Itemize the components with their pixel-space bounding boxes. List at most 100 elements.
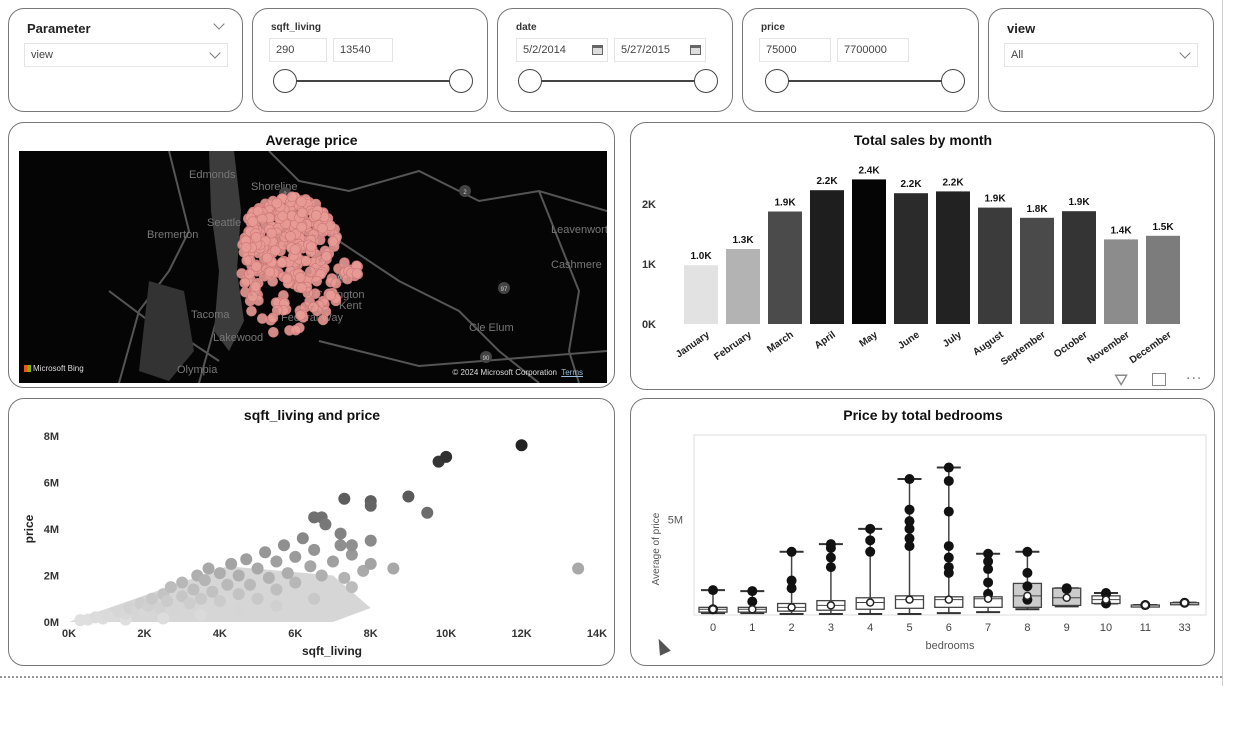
x-tick-label: December <box>1128 329 1174 366</box>
price-slider-track[interactable] <box>777 80 953 82</box>
data-label: 1.9K <box>1068 197 1090 208</box>
scatter-point <box>334 527 347 540</box>
scatter-point <box>308 592 321 605</box>
outlier-point <box>904 533 915 544</box>
bar-june <box>894 193 928 324</box>
scatter-point <box>270 583 283 596</box>
scatter-point <box>251 592 264 605</box>
calendar-icon[interactable] <box>690 45 701 55</box>
scatter-point <box>338 571 351 584</box>
bar-september <box>1020 217 1054 324</box>
price-slider-max-handle[interactable] <box>941 69 965 93</box>
scatter-point <box>232 569 245 582</box>
view-dropdown[interactable]: All <box>1004 43 1198 67</box>
scatter-point <box>240 553 253 566</box>
price-marker <box>310 210 322 221</box>
price-marker <box>246 305 257 317</box>
bar-chart: Total sales by month 0K 1K 2K 1.0K January 1.3… <box>642 132 1180 368</box>
price-marker <box>311 275 323 287</box>
outlier-point <box>825 542 836 553</box>
scatter-point <box>270 555 283 568</box>
mean-marker <box>1101 595 1111 604</box>
map-terms-link[interactable]: Terms <box>561 368 583 377</box>
outlier-point <box>825 562 836 573</box>
map-title: Average price <box>265 132 358 148</box>
outlier-point <box>904 516 915 527</box>
price-max-input[interactable]: 7700000 <box>837 38 909 62</box>
scatter-point <box>221 578 234 591</box>
x-tick-label: May <box>857 329 880 349</box>
mean-marker <box>944 595 954 604</box>
sqft-price-scatter-card: sqft_living and price 0M 2M 4M 6M 8M 0K 2K 4K 6K 8… <box>8 398 615 666</box>
page-bottom-border <box>0 676 1222 678</box>
x-tick-label: 8 <box>1024 622 1030 634</box>
scatter-point <box>277 539 290 552</box>
scatter-point <box>168 604 181 617</box>
outlier-point <box>904 541 915 552</box>
mean-marker <box>708 605 718 614</box>
highway-shield-icon <box>459 185 471 197</box>
focus-mode-icon[interactable] <box>1152 373 1166 386</box>
chevron-down-icon <box>209 47 221 59</box>
price-marker <box>317 314 329 326</box>
price-slider-min-handle[interactable] <box>765 69 789 93</box>
price-marker <box>325 290 336 301</box>
mean-marker <box>1062 593 1071 603</box>
date-slider-track[interactable] <box>530 80 706 82</box>
filter-icon[interactable]: ⛛ <box>1114 371 1129 390</box>
outlier-point <box>943 567 954 578</box>
scatter-point <box>176 590 189 603</box>
sqft-slider-min-handle[interactable] <box>273 69 297 93</box>
more-options-icon[interactable]: ... <box>1186 366 1203 383</box>
place-label: Lakewood <box>213 332 263 344</box>
y-tick-label: 8M <box>44 431 59 443</box>
x-tick-label: 0 <box>710 622 716 634</box>
average-price-map-card: Average price Edmonds Shoreline Seattle Bre… <box>8 122 615 388</box>
data-label: 1.8K <box>1026 204 1048 215</box>
calendar-icon[interactable] <box>592 45 603 55</box>
date-slider-start-handle[interactable] <box>518 69 542 93</box>
outlier-point <box>865 535 876 546</box>
x-tick-label: 4 <box>867 622 873 634</box>
scatter-point <box>195 609 207 622</box>
map-canvas[interactable]: Edmonds Shoreline Seattle Bremerton Leavenwo… <box>19 151 607 383</box>
scatter-point <box>345 581 358 594</box>
scatter-point <box>232 588 245 601</box>
scatter-point <box>364 557 377 570</box>
mean-marker <box>905 595 914 604</box>
place-label: Seattle <box>207 217 241 229</box>
scatter-point <box>164 581 177 594</box>
scatter-point <box>195 592 207 605</box>
scatter-point <box>421 506 434 519</box>
outlier-point <box>1022 567 1033 578</box>
date-slider-end-handle[interactable] <box>694 69 718 93</box>
sqft-slider-max-handle[interactable] <box>449 69 473 93</box>
view-title: view <box>1007 21 1036 36</box>
sqft-max-input[interactable]: 13540 <box>333 38 393 62</box>
start-date-input[interactable]: 5/2/2014 <box>516 38 608 62</box>
collapse-chevron-icon[interactable] <box>213 18 225 30</box>
place-label: Edmonds <box>189 169 236 181</box>
parameter-dropdown[interactable]: view <box>24 43 228 67</box>
map-road <box>118 151 191 383</box>
highway-shield-label: 90 <box>338 276 345 282</box>
date-title: date <box>516 22 537 33</box>
x-tick-label: July <box>941 329 964 350</box>
highway-shield-label: 2 <box>463 190 467 196</box>
place-label: Leavenworth <box>551 224 607 236</box>
outlier-point <box>747 596 758 607</box>
end-date-input[interactable]: 5/27/2015 <box>614 38 706 62</box>
x-axis-label: sqft_living <box>302 644 362 658</box>
bar-april <box>810 190 844 324</box>
price-min-input[interactable]: 75000 <box>759 38 831 62</box>
chart-title: Price by total bedrooms <box>843 407 1003 423</box>
sqft-min-input[interactable]: 290 <box>269 38 327 62</box>
x-tick-label: 12K <box>511 628 531 640</box>
y-tick-label: 0K <box>642 319 656 331</box>
price-marker <box>270 245 281 256</box>
mean-marker <box>983 594 993 603</box>
x-tick-label: February <box>712 329 754 363</box>
sqft-slider-track[interactable] <box>285 80 461 82</box>
bar-may <box>852 179 886 324</box>
